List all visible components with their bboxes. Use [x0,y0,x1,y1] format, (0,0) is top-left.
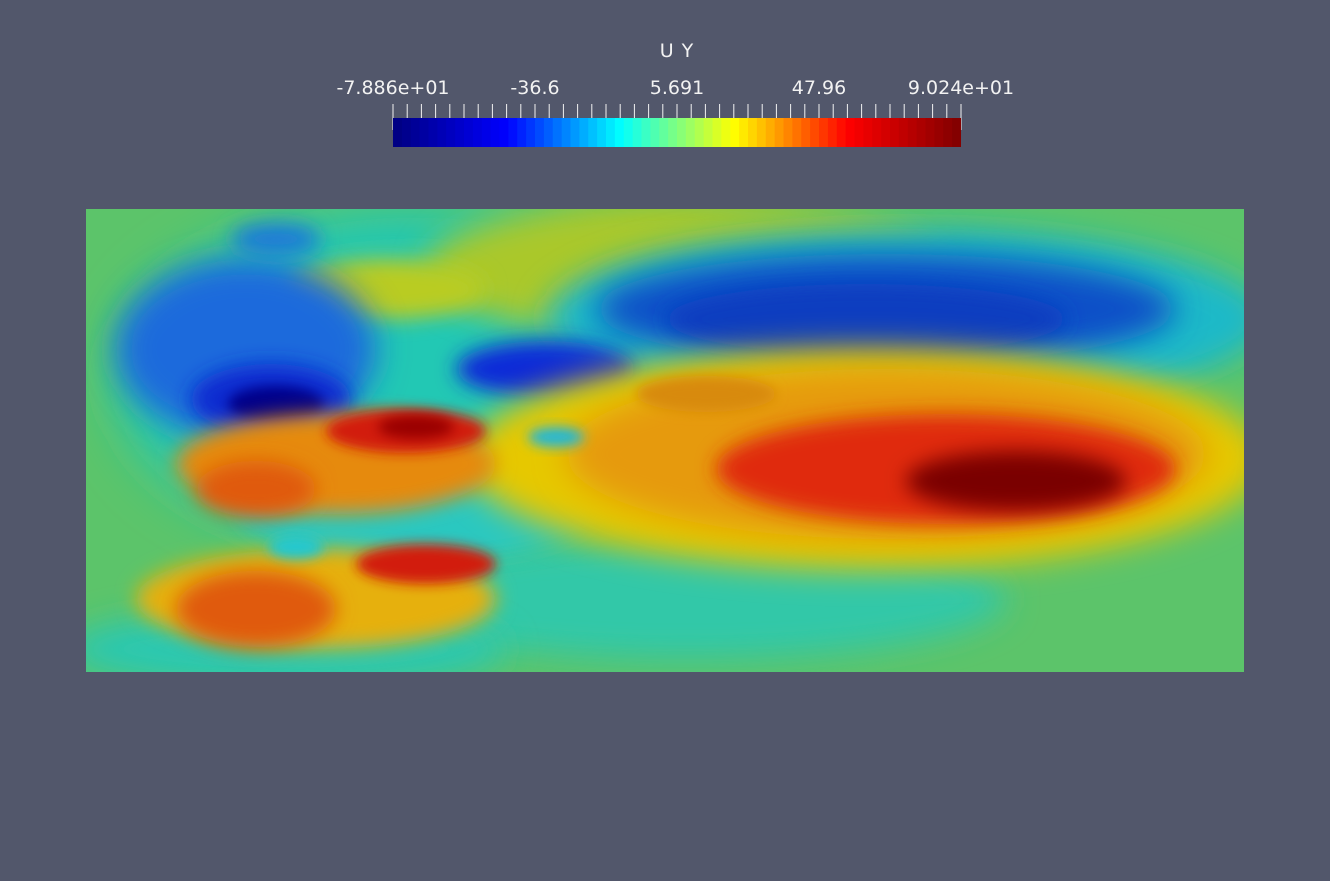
colorbar-band [499,118,509,147]
colorbar-band [579,118,589,147]
colorbar-band [703,118,714,147]
colorbar-band [668,118,678,147]
colorbar-band [650,118,660,147]
colorbar-band [446,118,456,147]
colorbar-band [907,118,918,147]
colorbar-band [819,118,829,147]
colorbar-band [588,118,598,147]
colorbar-band [419,118,430,147]
colorbar-band [455,118,465,147]
colorbar-band [641,118,651,147]
colorbar-band [401,118,412,147]
colorbar-band [623,118,634,147]
colorbar-band [863,118,873,147]
colorbar-band [428,118,438,147]
colorbar-band [508,118,518,147]
colorbar-band [481,118,492,147]
colorbar-band [561,118,572,147]
colorbar-ticks [392,104,962,130]
colorbar-band [721,118,731,147]
colorbar-band [712,118,722,147]
colorbar-band [472,118,483,147]
colorbar-band [810,118,820,147]
velocity-field-plot[interactable] [86,209,1244,672]
colorbar [393,118,961,147]
colorbar-band [925,118,935,147]
field-contours [86,209,1244,672]
colorbar-band [552,118,563,147]
legend-tick-label-2: -36.6 [510,77,560,99]
legend-tick-label-min: -7.886e+01 [336,77,450,99]
colorbar-band [881,118,891,147]
colorbar-band [535,118,545,147]
colorbar-band [543,118,554,147]
colorbar-band [526,118,536,147]
colorbar-band [827,118,838,147]
colorbar-band [952,118,961,147]
colorbar-band [934,118,944,147]
colorbar-band [606,118,616,147]
colorbar-band [614,118,625,147]
colorbar-band [792,118,802,147]
colorbar-band [490,118,501,147]
colorbar-band [916,118,927,147]
colorbar-band [517,118,527,147]
colorbar-band [783,118,793,147]
colorbar-band [730,118,740,147]
colorbar-band [845,118,856,147]
colorbar-band [659,118,669,147]
colorbar-band [677,118,687,147]
colorbar-band [685,118,696,147]
colorbar-band [393,118,403,147]
colorbar-band [872,118,882,147]
colorbar-band [836,118,847,147]
colorbar-band [410,118,421,147]
legend-tick-label-4: 47.96 [791,77,847,99]
colorbar-band [774,118,785,147]
colorbar-band [890,118,900,147]
colorbar-band [597,118,607,147]
legend-tick-label-max: 9.024e+01 [907,77,1015,99]
colorbar-band [570,118,580,147]
colorbar-band [437,118,447,147]
colorbar-band [464,118,474,147]
colorbar-band [694,118,705,147]
colorbar-band [632,118,643,147]
legend-title: U Y [659,40,695,62]
colorbar-band [801,118,811,147]
colorbar-band [756,118,767,147]
colorbar-band [739,118,749,147]
colorbar-band [943,118,953,147]
colorbar-band [765,118,776,147]
colorbar-band [748,118,758,147]
colorbar-band [898,118,909,147]
legend-tick-label-3: 5.691 [649,77,705,99]
colorbar-band [854,118,864,147]
